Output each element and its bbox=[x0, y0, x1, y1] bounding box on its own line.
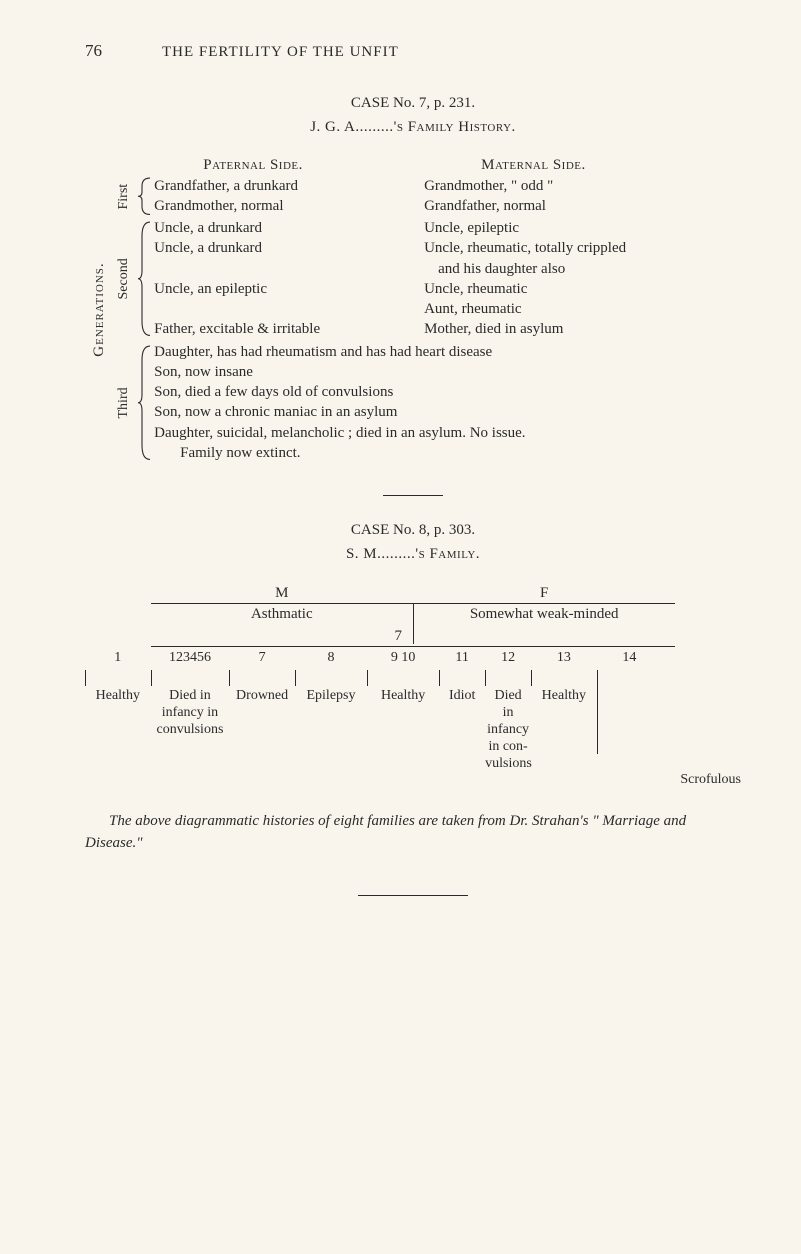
generations-block: Generations. Paternal Side. Maternal Sid… bbox=[85, 155, 741, 465]
pedigree-labels: Healthy Died in infancy in convulsions D… bbox=[85, 688, 741, 772]
ped-l8: Healthy bbox=[531, 688, 597, 772]
sec-m5: Aunt, rheumatic bbox=[424, 299, 741, 319]
case8-heading: CASE No. 8, p. 303. bbox=[85, 520, 741, 540]
sec-p6: Father, excitable & irritable bbox=[154, 319, 424, 339]
tick-icon bbox=[295, 670, 367, 686]
third-l5: Daughter, suicidal, melancholic ; died i… bbox=[154, 423, 741, 443]
third-l6: Family now extinct. bbox=[154, 443, 741, 463]
first-gen-row: First Grandfather, a drunkard Grandmothe… bbox=[113, 176, 741, 217]
ped-l5: Healthy bbox=[367, 688, 439, 772]
divider-rule-2 bbox=[358, 895, 468, 896]
paternal-side-label: Paternal Side. bbox=[175, 155, 463, 175]
ped-l2c: convulsions bbox=[151, 722, 230, 739]
ped-n6: 11 bbox=[439, 649, 485, 668]
sec-p2: Uncle, a drunkard bbox=[154, 238, 424, 258]
third-l2: Son, now insane bbox=[154, 362, 741, 382]
first-m1: Grandmother, " odd " bbox=[424, 176, 741, 196]
mf-divider: Asthmatic Somewhat weak-minded bbox=[151, 603, 676, 624]
ped-l6: Idiot bbox=[439, 688, 485, 772]
sec-m3: and his daughter also bbox=[412, 259, 741, 279]
ped-n8: 13 bbox=[531, 649, 597, 668]
ped-l7d: vulsions bbox=[485, 756, 531, 773]
ped-l2b: infancy in bbox=[151, 705, 230, 722]
case8-family-line: S. M.........'s Family. bbox=[85, 544, 741, 564]
ped-l2a: Died in bbox=[151, 688, 230, 705]
pedigree-bottom-label: Scrofulous bbox=[85, 772, 741, 789]
ped-n2: 123456 bbox=[151, 649, 230, 668]
third-gen-row: Third Daughter, has had rheumatism and h… bbox=[113, 342, 741, 464]
tick-icon bbox=[85, 670, 151, 686]
m-label: M bbox=[151, 583, 413, 603]
ped-l4: Epilepsy bbox=[295, 688, 367, 772]
pedigree-chart: 1 123456 7 8 9 10 11 12 13 14 Healthy Di… bbox=[85, 649, 741, 789]
generations-label: Generations. bbox=[85, 155, 113, 465]
ped-l9: Scrofulous bbox=[662, 772, 741, 789]
running-title: THE FERTILITY OF THE UNFIT bbox=[162, 42, 399, 62]
sec-m2: Uncle, rheumatic, totally crippled bbox=[424, 238, 741, 258]
family-text: J. G. A.........'s Family History. bbox=[310, 119, 516, 135]
third-l3: Son, died a few days old of convulsions bbox=[154, 382, 741, 402]
ped-n9: 14 bbox=[597, 649, 663, 668]
ped-l1: Healthy bbox=[85, 688, 151, 772]
tick-icon bbox=[151, 670, 230, 686]
conclusion-text: The above diagrammatic histories of eigh… bbox=[85, 811, 741, 855]
pedigree-numbers: 1 123456 7 8 9 10 11 12 13 14 bbox=[85, 649, 741, 668]
ped-n3: 7 bbox=[229, 649, 295, 668]
ped-l7c: in con- bbox=[485, 739, 531, 756]
ped-n7: 12 bbox=[485, 649, 531, 668]
brace-second bbox=[136, 218, 154, 340]
tick-icon bbox=[485, 670, 531, 686]
ped-n5: 9 10 bbox=[367, 649, 439, 668]
brace-first bbox=[136, 176, 154, 217]
case7-heading: CASE No. 7, p. 231. bbox=[85, 93, 741, 113]
tick-icon bbox=[367, 670, 439, 686]
first-label: First bbox=[113, 176, 136, 217]
weak-label: Somewhat weak-minded bbox=[413, 604, 675, 624]
asthmatic-label: Asthmatic bbox=[151, 604, 413, 624]
ped-n4: 8 bbox=[295, 649, 367, 668]
maternal-side-label: Maternal Side. bbox=[463, 155, 741, 175]
sec-p4: Uncle, an epileptic bbox=[154, 279, 424, 299]
divider-rule-1 bbox=[383, 495, 443, 496]
seven-label: 7 bbox=[151, 626, 424, 646]
sec-m4: Uncle, rheumatic bbox=[424, 279, 741, 299]
tick-icon bbox=[531, 670, 597, 686]
ped-l3: Drowned bbox=[229, 688, 295, 772]
third-label: Third bbox=[113, 342, 136, 464]
tick-icon bbox=[229, 670, 295, 686]
mf-row: M F bbox=[151, 583, 676, 603]
brace-third bbox=[136, 342, 154, 464]
third-l1: Daughter, has had rheumatism and has had… bbox=[154, 342, 741, 362]
second-label: Second bbox=[113, 218, 136, 340]
tick-icon bbox=[439, 670, 485, 686]
first-p1: Grandfather, a drunkard bbox=[154, 176, 424, 196]
third-l4: Son, now a chronic maniac in an asylum bbox=[154, 402, 741, 422]
sec-m6: Mother, died in asylum bbox=[424, 319, 741, 339]
second-gen-row: Second Uncle, a drunkardUncle, epileptic… bbox=[113, 218, 741, 340]
sec-p5 bbox=[154, 299, 424, 319]
page-header: 76 THE FERTILITY OF THE UNFIT bbox=[85, 40, 741, 63]
sec-m1: Uncle, epileptic bbox=[424, 218, 741, 238]
page-number: 76 bbox=[85, 40, 102, 63]
sec-p3 bbox=[154, 259, 412, 279]
first-p2: Grandmother, normal bbox=[154, 196, 424, 216]
sec-p1: Uncle, a drunkard bbox=[154, 218, 424, 238]
first-m2: Grandfather, normal bbox=[424, 196, 741, 216]
f-label: F bbox=[413, 583, 675, 603]
ped-l7b: in infancy bbox=[485, 705, 531, 739]
ped-l7a: Died bbox=[485, 688, 531, 705]
case7-family-line: J. G. A.........'s Family History. bbox=[85, 117, 741, 137]
mf-vbar bbox=[413, 604, 414, 644]
ped-n1: 1 bbox=[85, 649, 151, 668]
